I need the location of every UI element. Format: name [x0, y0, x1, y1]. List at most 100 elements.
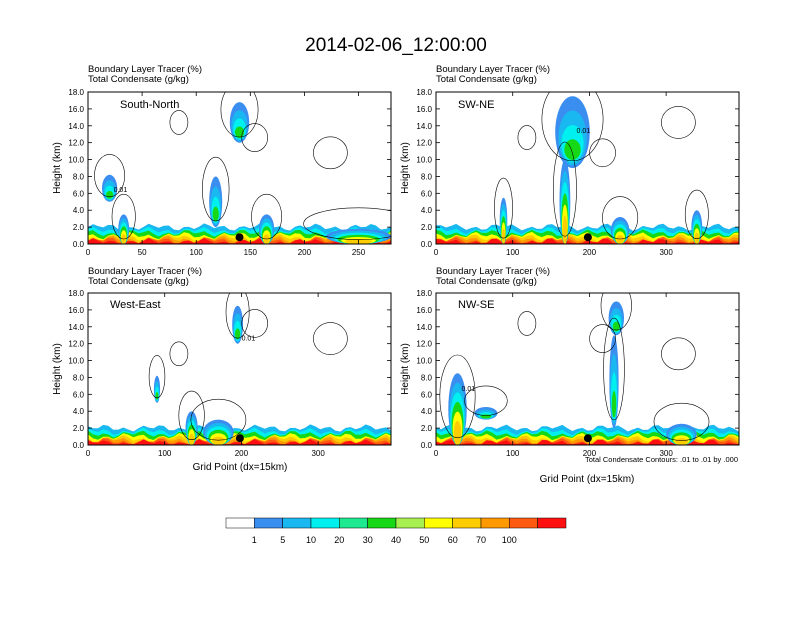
y-tick-label: 14.0	[416, 122, 432, 131]
colorbar-label: 70	[476, 535, 486, 545]
location-marker	[583, 233, 592, 242]
condensate-contour	[517, 125, 537, 150]
x-tick-label: 100	[506, 248, 520, 257]
y-tick-label: 0.0	[73, 441, 85, 450]
y-tick-label: 14.0	[68, 122, 84, 131]
x-tick-label: 250	[352, 248, 366, 257]
condensate-contour	[553, 141, 577, 237]
plot-area-west-east: 0.01 0.0 2.0 4.0 6.0 8.0 10.0 12.0 14.0 16.0 18.0 0…	[68, 289, 392, 458]
panel-label: South-North	[120, 99, 179, 111]
colorbar-swatch	[367, 517, 397, 529]
x-tick-label: 300	[311, 449, 325, 458]
tracer-shading	[562, 215, 568, 244]
y-tick-label: 12.0	[416, 139, 432, 148]
condensate-contour	[111, 193, 136, 240]
panel-subtitle-2: Total Condensate (g/kg)	[88, 74, 189, 85]
x-tick-label: 100	[158, 449, 172, 458]
tracer-shading	[612, 321, 620, 332]
panel-subtitle-1: Boundary Layer Tracer (%)	[88, 64, 202, 75]
y-tick-label: 6.0	[421, 189, 433, 198]
colorbar-label: 10	[306, 535, 316, 545]
y-tick-label: 12.0	[416, 340, 432, 349]
location-marker	[583, 434, 592, 443]
y-tick-label: 2.0	[73, 223, 85, 232]
y-tick-label: 6.0	[421, 390, 433, 399]
y-tick-label: 6.0	[73, 390, 85, 399]
condensate-contour	[303, 207, 391, 240]
panel-west-east: Boundary Layer Tracer (%) Total Condensa…	[52, 266, 392, 473]
x-tick-label: 200	[583, 248, 597, 257]
panel-subtitle-1: Boundary Layer Tracer (%)	[88, 266, 202, 277]
colorbar-label: 60	[448, 535, 458, 545]
condensate-contour	[517, 311, 537, 336]
x-tick-label: 200	[235, 449, 249, 458]
condensate-contour	[439, 354, 476, 439]
y-axis-label: Height (km)	[52, 343, 63, 395]
tracer-shading	[155, 392, 159, 400]
x-tick-label: 150	[244, 248, 258, 257]
condensate-contour	[202, 156, 230, 222]
x-tick-label: 0	[86, 248, 91, 257]
x-tick-label: 0	[86, 449, 91, 458]
x-tick-label: 200	[583, 449, 597, 458]
panel-subtitle-1: Boundary Layer Tracer (%)	[436, 64, 550, 75]
y-tick-label: 12.0	[68, 340, 84, 349]
y-axis-label: Height (km)	[400, 142, 411, 194]
panel-subtitle-1: Boundary Layer Tracer (%)	[436, 266, 550, 277]
y-tick-label: 14.0	[416, 323, 432, 332]
panel-subtitle-2: Total Condensate (g/kg)	[436, 74, 537, 85]
condensate-contour	[464, 385, 508, 416]
colorbar-label: 1	[252, 535, 257, 545]
panel-subtitle-2: Total Condensate (g/kg)	[436, 276, 537, 287]
colorbar-label: 20	[334, 535, 344, 545]
y-tick-label: 8.0	[421, 172, 433, 181]
y-tick-label: 2.0	[73, 424, 85, 433]
y-tick-label: 8.0	[73, 373, 85, 382]
colorbar-label: 50	[419, 535, 429, 545]
colorbar-label: 40	[391, 535, 401, 545]
colorbar-label: 5	[280, 535, 285, 545]
y-tick-label: 10.0	[68, 357, 84, 366]
condensate-contour	[251, 193, 283, 240]
contour-footnote: Total Condensate Contours: .01 to .01 by…	[585, 455, 738, 464]
y-tick-label: 4.0	[421, 206, 433, 215]
colorbar-swatch	[537, 517, 567, 529]
condensate-contour	[600, 293, 632, 331]
colorbar-swatch	[310, 517, 340, 529]
condensate-contour	[661, 337, 696, 371]
plot-frame	[435, 292, 740, 446]
condensate-contour	[241, 123, 268, 152]
panel-sw-ne: Boundary Layer Tracer (%) Total Condensa…	[400, 64, 740, 257]
condensate-contour	[148, 355, 166, 399]
y-tick-label: 0.0	[421, 240, 433, 249]
contour-label: 0.01	[462, 386, 476, 393]
x-tick-label: 300	[659, 248, 673, 257]
y-tick-label: 4.0	[73, 407, 85, 416]
condensate-contour	[178, 390, 205, 441]
colorbar-label: 100	[502, 535, 517, 545]
panel-label: NW-SE	[458, 299, 494, 311]
y-tick-label: 16.0	[416, 105, 432, 114]
plot-frame	[87, 292, 392, 446]
y-axis-label: Height (km)	[400, 343, 411, 395]
y-tick-label: 2.0	[421, 424, 433, 433]
colorbar-swatch	[509, 517, 538, 529]
contour-label: 0.01	[242, 336, 256, 343]
condensate-contour	[653, 402, 710, 441]
location-marker	[235, 434, 244, 443]
panel-label: SW-NE	[458, 99, 494, 111]
boundary-layer-band	[436, 437, 739, 445]
location-marker	[235, 233, 244, 242]
x-tick-label: 0	[434, 449, 439, 458]
colorbar-swatch	[480, 517, 510, 529]
condensate-contour	[541, 92, 604, 162]
condensate-contour	[602, 196, 639, 240]
y-tick-label: 16.0	[416, 306, 432, 315]
tracer-shading	[616, 235, 624, 244]
condensate-contour	[190, 398, 247, 441]
tracer-shading	[235, 328, 241, 340]
plot-frame	[435, 91, 740, 245]
condensate-contour	[661, 106, 696, 139]
y-tick-label: 4.0	[421, 407, 433, 416]
colorbar-swatch	[254, 517, 283, 529]
